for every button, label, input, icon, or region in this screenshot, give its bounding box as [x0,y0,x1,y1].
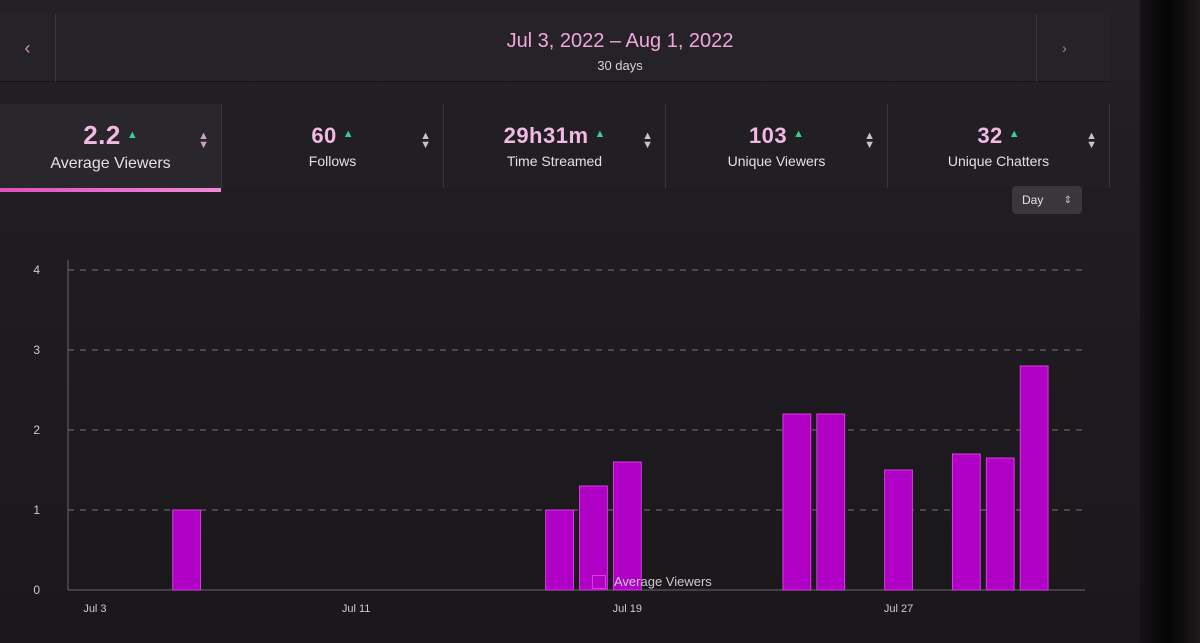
metric-value: 32 [977,123,1003,148]
date-range-title: Jul 3, 2022 – Aug 1, 2022 [506,30,734,52]
bar [782,413,812,591]
monitor-bezel [1140,0,1200,643]
metric-label: Time Streamed [506,153,603,169]
trend-up-icon: ▲ [594,128,606,140]
chevron-right-icon: › [1062,40,1067,56]
x-tick-label: Jul 11 [342,603,371,615]
dashboard-screen: ‹ Jul 3, 2022 – Aug 1, 2022 30 days › 2.… [0,0,1165,643]
metric-value: 29h31m [503,123,589,148]
bar [612,461,642,591]
trend-up-icon: ▲ [793,128,805,140]
sort-icon[interactable]: ▲ ▼ [198,130,209,151]
x-tick-label: Jul 3 [83,603,106,615]
date-range-bar: ‹ Jul 3, 2022 – Aug 1, 2022 30 days › [0,14,1110,82]
y-tick-label: 4 [33,263,40,277]
metric-label: Unique Viewers [727,153,826,169]
metric-card-unique-chatters[interactable]: 32 ▲ Unique Chatters ▲ ▼ [888,104,1110,188]
metric-card-average-viewers[interactable]: 2.2 ▲ Average Viewers ▲ ▼ [0,104,222,192]
metric-label: Average Viewers [50,154,171,172]
legend-label: Average Viewers [614,574,712,589]
trend-up-icon: ▲ [1008,128,1020,140]
y-tick-label: 0 [33,583,40,597]
x-tick-label: Jul 19 [613,603,642,615]
metric-cards: 2.2 ▲ Average Viewers ▲ ▼ 60 ▲ Follows ▲ ▼ 2… [0,104,1110,192]
sort-icon[interactable]: ▲ ▼ [642,130,653,151]
metric-card-unique-viewers[interactable]: 103 ▲ Unique Viewers ▲ ▼ [666,104,888,188]
next-period-button[interactable]: › [1036,14,1092,82]
previous-period-button[interactable]: ‹ [0,14,56,82]
sort-icon[interactable]: ▲ ▼ [420,130,431,151]
metric-card-follows[interactable]: 60 ▲ Follows ▲ ▼ [222,104,444,188]
chart-legend: Average Viewers [592,574,712,589]
y-tick-label: 3 [33,343,40,357]
bar [951,453,981,591]
bar [816,413,846,591]
bar [579,485,608,591]
date-range-duration: 30 days [597,58,643,73]
metric-value: 2.2 [83,119,121,150]
bar [1019,365,1049,591]
bar [985,457,1015,591]
metric-card-time-streamed[interactable]: 29h31m ▲ Time Streamed ▲ ▼ [444,104,666,188]
granularity-select[interactable]: Day ⇕ [1012,186,1082,214]
metric-label: Unique Chatters [947,153,1050,169]
chevron-updown-icon: ⇕ [1063,194,1072,206]
metric-value: 60 [311,123,337,148]
trend-up-icon: ▲ [342,128,354,140]
bar [545,509,574,591]
bar [884,469,913,591]
y-tick-label: 1 [33,503,40,517]
legend-swatch [592,574,606,589]
average-viewers-chart: 0 1 2 3 4 Jul 3 Jul 11 Jul 19 Jul 27 [33,260,1085,615]
metric-value: 103 [748,123,788,148]
y-tick-label: 2 [33,423,40,437]
sort-icon[interactable]: ▲ ▼ [864,130,875,151]
bar [172,509,202,591]
x-tick-label: Jul 27 [884,603,913,615]
chevron-left-icon: ‹ [24,37,31,58]
granularity-value: Day [1022,193,1044,207]
metric-label: Follows [308,153,357,169]
trend-up-icon: ▲ [126,128,138,141]
sort-icon[interactable]: ▲ ▼ [1086,130,1097,151]
